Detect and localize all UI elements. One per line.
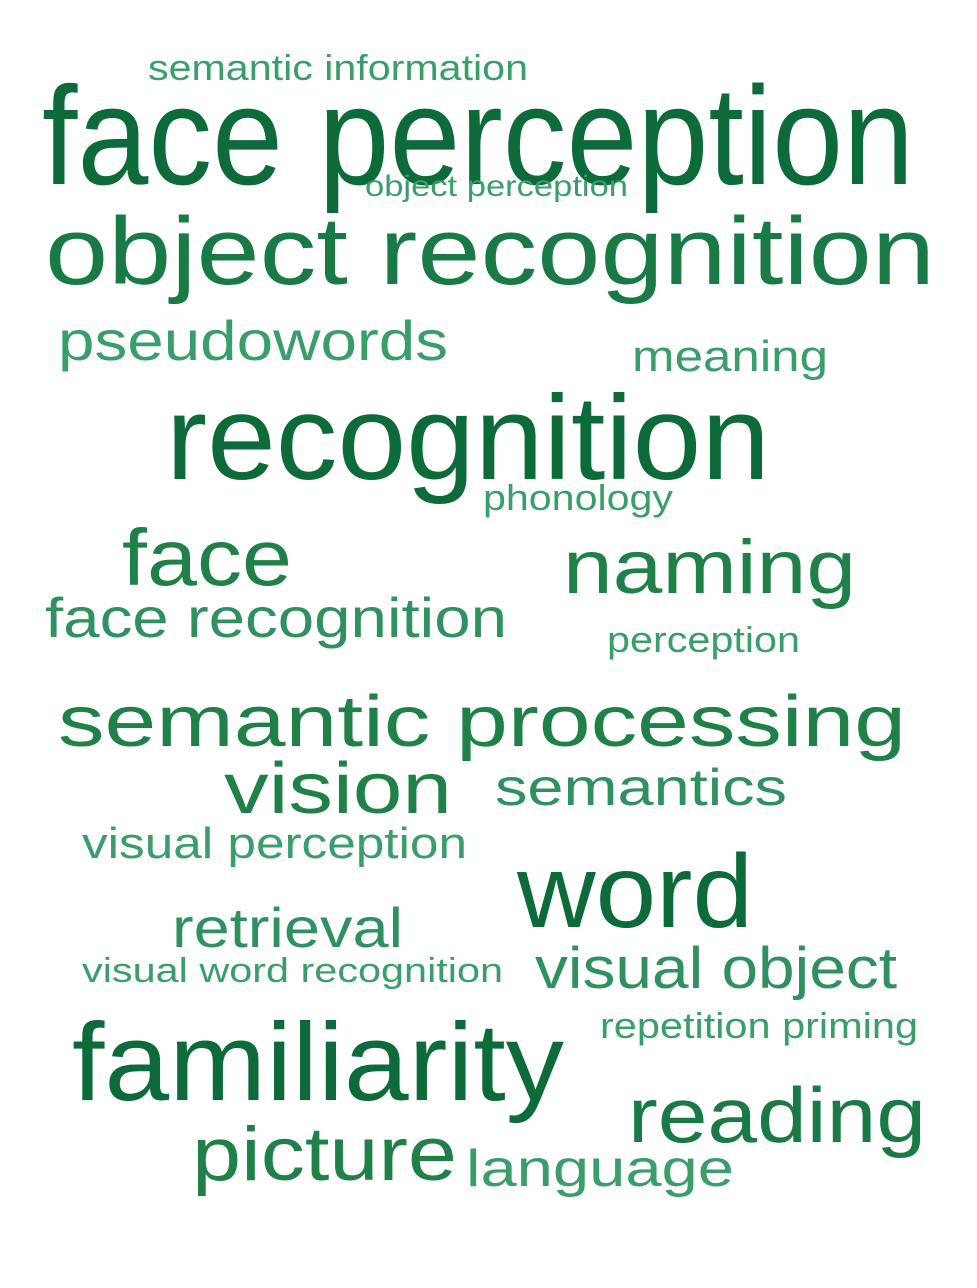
word-object-perception: object perception [365, 170, 629, 203]
word-naming: naming [563, 525, 857, 610]
word-face-recognition: face recognition [45, 586, 507, 649]
word-recognition: recognition [166, 371, 771, 505]
word-repetition-priming: repetition priming [600, 1005, 919, 1046]
word-pseudowords: pseudowords [58, 309, 449, 372]
word-word: word [517, 834, 753, 950]
word-language: language [466, 1140, 734, 1198]
word-face: face [122, 513, 293, 602]
word-face-perception: face perception [42, 57, 915, 214]
word-familiarity: familiarity [72, 1001, 564, 1124]
word-semantics: semantics [495, 759, 787, 817]
word-perception: perception [607, 619, 801, 660]
word-semantic-information: semantic information [148, 47, 529, 88]
word-reading: reading [628, 1071, 927, 1159]
word-phonology: phonology [483, 477, 673, 518]
word-meaning: meaning [632, 332, 829, 381]
word-object-recognition: object recognition [45, 198, 935, 305]
word-retrieval: retrieval [172, 896, 403, 959]
word-visual-perception: visual perception [82, 819, 467, 868]
word-visual-word-recognition: visual word recognition [82, 952, 503, 990]
word-semantic-processing: semantic processing [58, 682, 907, 762]
word-picture: picture [192, 1112, 457, 1197]
word-visual-object: visual object [535, 936, 898, 1001]
word-vision: vision [224, 749, 452, 829]
